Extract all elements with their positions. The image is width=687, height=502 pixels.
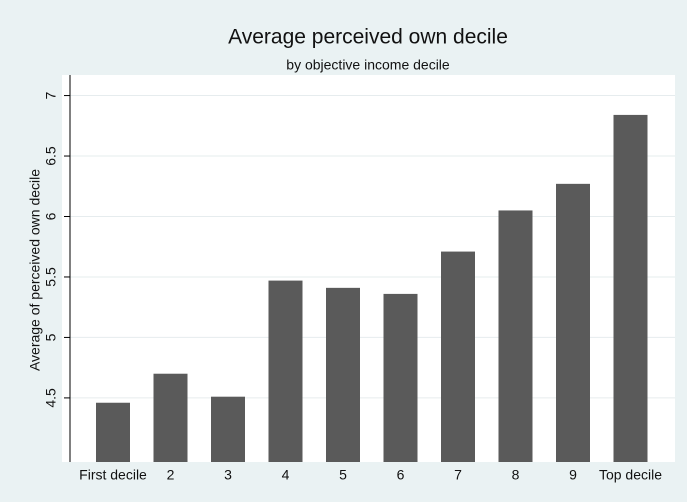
bar — [268, 280, 303, 462]
bar — [613, 114, 648, 463]
x-tick-label: 2 — [167, 467, 175, 483]
y-tick-label: 5.5 — [43, 267, 59, 287]
x-tick-label: Top decile — [599, 467, 662, 483]
x-tick-label: 7 — [454, 467, 462, 483]
x-tick-label: 4 — [282, 467, 290, 483]
x-tick-label: 3 — [224, 467, 232, 483]
y-axis-title: Average of perceived own decile — [27, 169, 43, 371]
chart-title: Average perceived own decile — [228, 26, 508, 49]
bar — [96, 402, 130, 462]
bar — [441, 251, 475, 462]
bar — [153, 373, 188, 462]
chart-subtitle: by objective income decile — [286, 57, 450, 73]
bar — [498, 210, 533, 462]
y-tick-label: 6 — [43, 212, 59, 220]
bar — [211, 396, 245, 462]
x-tick-label: First decile — [79, 467, 147, 483]
bar — [326, 287, 360, 462]
x-tick-label: 5 — [339, 467, 347, 483]
x-tick-label: 9 — [569, 467, 577, 483]
y-tick-label: 7 — [43, 91, 59, 99]
bar — [383, 293, 418, 462]
y-tick-label: 6.5 — [43, 146, 59, 166]
y-tick-label: 5 — [43, 333, 59, 341]
y-tick-label: 4.5 — [43, 388, 59, 408]
x-tick-label: 8 — [512, 467, 520, 483]
bar — [556, 183, 590, 462]
x-tick-label: 6 — [397, 467, 405, 483]
